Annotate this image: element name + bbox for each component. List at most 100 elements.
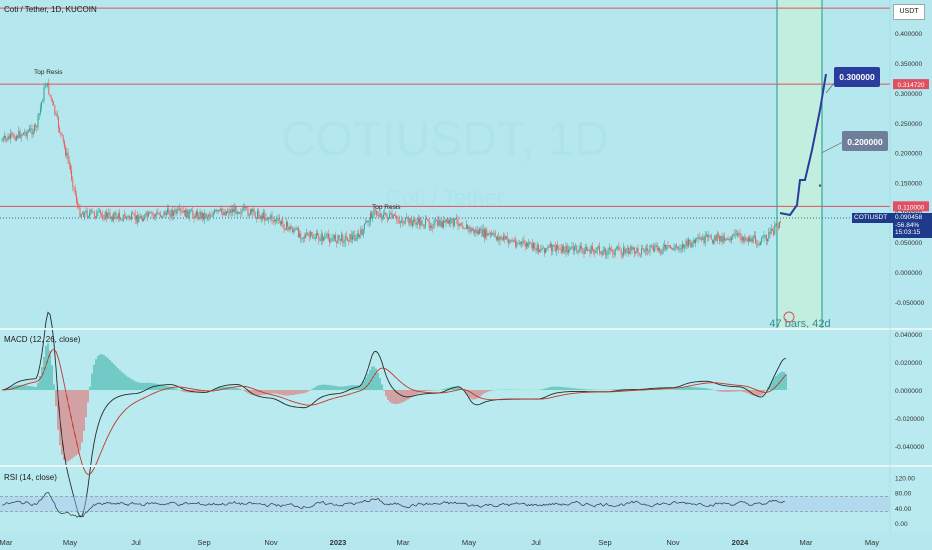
candle xyxy=(402,220,404,223)
macd-histogram-bar xyxy=(557,386,559,390)
macd-histogram-bar xyxy=(359,385,361,390)
macd-histogram-bar xyxy=(43,356,45,390)
macd-histogram-bar xyxy=(589,389,591,390)
candle xyxy=(162,215,164,217)
macd-histogram-bar xyxy=(543,388,545,390)
candle xyxy=(359,234,361,237)
candle xyxy=(1,140,3,142)
candle xyxy=(597,246,599,248)
macd-histogram-bar xyxy=(103,355,105,390)
macd-histogram-bar xyxy=(379,378,381,390)
candle xyxy=(119,213,121,220)
candle xyxy=(104,211,106,220)
macd-histogram-bar xyxy=(731,390,733,392)
candle xyxy=(383,214,385,218)
candle xyxy=(107,213,109,218)
candle xyxy=(257,210,259,219)
candle xyxy=(53,101,55,106)
macd-histogram-bar xyxy=(339,386,341,390)
candle xyxy=(603,248,605,251)
candle xyxy=(242,207,244,211)
candle xyxy=(127,215,129,218)
candle xyxy=(351,235,353,240)
candle xyxy=(173,211,175,217)
currency-button[interactable]: USDT xyxy=(893,4,925,20)
candle xyxy=(710,235,712,240)
macd-histogram-bar xyxy=(687,386,689,390)
macd-histogram-bar xyxy=(721,390,723,392)
watermark-symbol: COTIUSDT, 1D xyxy=(281,113,609,166)
candle xyxy=(33,125,35,132)
candle xyxy=(47,83,49,86)
macd-histogram-bar xyxy=(701,387,703,390)
macd-histogram-bar xyxy=(233,387,235,390)
candle xyxy=(745,237,747,240)
candle xyxy=(707,234,709,237)
target-label-bg xyxy=(842,131,888,151)
candle xyxy=(126,217,128,219)
macd-histogram-bar xyxy=(681,387,683,390)
candle xyxy=(558,248,560,250)
macd-histogram-bar xyxy=(289,390,291,396)
candle xyxy=(209,215,211,217)
candle xyxy=(210,215,212,217)
candle xyxy=(97,211,99,213)
macd-histogram-bar xyxy=(45,346,47,390)
candle xyxy=(649,245,651,252)
macd-histogram-bar xyxy=(187,390,189,393)
macd-histogram-bar xyxy=(553,386,555,390)
candle xyxy=(153,214,155,217)
time-axis-tick: May xyxy=(865,538,879,547)
macd-histogram-bar xyxy=(343,386,345,390)
macd-histogram-bar xyxy=(467,390,469,396)
candle xyxy=(618,247,620,250)
macd-histogram-bar xyxy=(277,390,279,395)
candle xyxy=(27,130,29,132)
candle xyxy=(7,136,9,141)
candle xyxy=(180,208,182,211)
candle xyxy=(680,248,682,250)
candle xyxy=(559,248,561,250)
macd-histogram-bar xyxy=(563,387,565,390)
macd-histogram-bar xyxy=(211,389,213,390)
price-axis-tick: 0.250000 xyxy=(895,121,922,128)
time-axis-tick: Mar xyxy=(800,538,813,547)
candle xyxy=(8,136,10,139)
macd-histogram-bar xyxy=(163,385,165,390)
target-dot xyxy=(818,184,822,187)
candle xyxy=(302,237,304,239)
macd-histogram-bar xyxy=(583,389,585,390)
macd-panel xyxy=(0,329,932,465)
candle xyxy=(471,228,473,231)
candle xyxy=(659,247,661,251)
candle xyxy=(150,212,152,214)
candle xyxy=(678,247,680,250)
candle xyxy=(266,218,268,220)
macd-histogram-bar xyxy=(17,385,19,390)
macd-histogram-bar xyxy=(395,390,397,405)
candle xyxy=(350,233,352,240)
macd-histogram-bar xyxy=(455,386,457,390)
candle xyxy=(291,228,293,233)
macd-histogram-bar xyxy=(97,355,99,390)
candle xyxy=(423,225,425,227)
macd-histogram-bar xyxy=(541,389,543,390)
macd-histogram-bar xyxy=(735,390,737,392)
candle xyxy=(455,218,457,220)
candle xyxy=(20,134,22,138)
candle xyxy=(192,210,194,215)
candle xyxy=(705,234,707,236)
macd-histogram-bar xyxy=(87,390,89,403)
candle xyxy=(72,179,74,187)
macd-histogram-bar xyxy=(691,386,693,390)
candle xyxy=(401,220,403,222)
candle xyxy=(444,220,446,223)
candle xyxy=(547,246,549,249)
macd-histogram-bar xyxy=(443,388,445,390)
candle xyxy=(690,241,692,248)
candle xyxy=(19,130,21,138)
candle xyxy=(362,229,364,236)
macd-histogram-bar xyxy=(683,387,685,390)
candle xyxy=(348,241,350,242)
candle xyxy=(698,237,700,240)
